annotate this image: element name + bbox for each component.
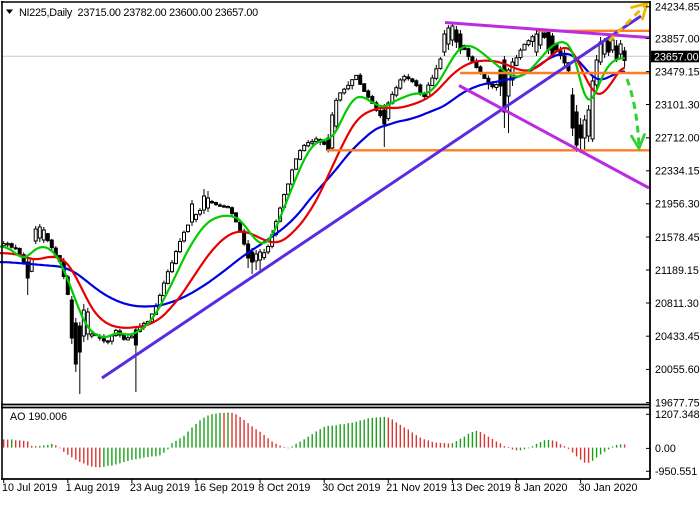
svg-text:22334.15: 22334.15 [655, 166, 700, 178]
svg-text:21956.30: 21956.30 [655, 199, 700, 211]
svg-text:1207.348: 1207.348 [655, 409, 700, 421]
svg-text:10 Jul 2019: 10 Jul 2019 [2, 482, 57, 494]
svg-text:22712.00: 22712.00 [655, 133, 700, 145]
svg-text:23857.00: 23857.00 [655, 33, 700, 45]
svg-text:13 Dec 2019: 13 Dec 2019 [450, 482, 511, 494]
svg-text:20055.60: 20055.60 [655, 364, 700, 376]
svg-text:23 Aug 2019: 23 Aug 2019 [130, 482, 190, 494]
svg-text:30 Oct 2019: 30 Oct 2019 [322, 482, 380, 494]
svg-text:24234.85: 24234.85 [655, 2, 700, 14]
svg-text:20433.45: 20433.45 [655, 331, 700, 343]
svg-text:21 Nov 2019: 21 Nov 2019 [386, 482, 447, 494]
svg-text:21578.45: 21578.45 [655, 232, 700, 244]
svg-text:19677.75: 19677.75 [655, 397, 700, 409]
svg-text:8 Jan 2020: 8 Jan 2020 [515, 482, 568, 494]
svg-text:23101.30: 23101.30 [655, 99, 700, 111]
svg-text:20811.30: 20811.30 [655, 298, 699, 310]
svg-text:21189.15: 21189.15 [655, 265, 699, 277]
svg-text:AO 190.006: AO 190.006 [10, 411, 67, 423]
svg-text:-950.551: -950.551 [655, 466, 697, 478]
svg-text:8 Oct 2019: 8 Oct 2019 [258, 482, 310, 494]
svg-text:16 Sep 2019: 16 Sep 2019 [194, 482, 255, 494]
svg-text:NI225,Daily 23715.00 23782.00: NI225,Daily 23715.00 23782.00 23600.00 2… [19, 7, 258, 19]
svg-text:23479.15: 23479.15 [655, 66, 700, 78]
svg-text:23657.00: 23657.00 [654, 52, 699, 64]
svg-text:0.00: 0.00 [655, 443, 676, 455]
svg-text:1 Aug 2019: 1 Aug 2019 [66, 482, 120, 494]
svg-text:30 Jan 2020: 30 Jan 2020 [579, 482, 638, 494]
